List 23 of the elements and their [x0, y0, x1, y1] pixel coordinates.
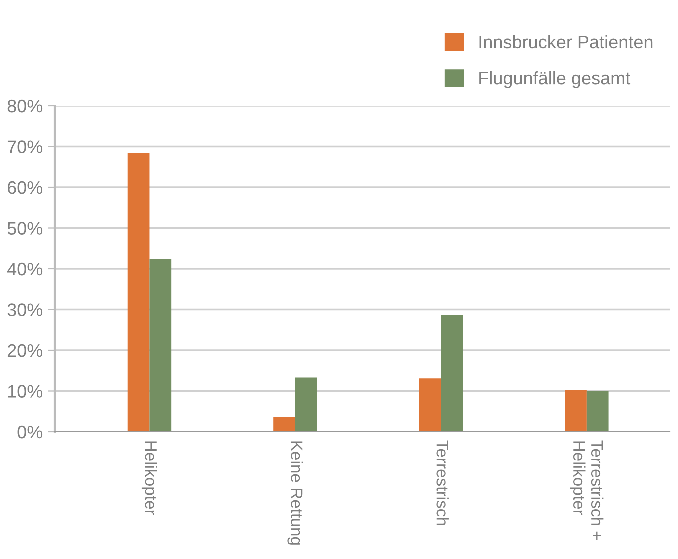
bar	[441, 315, 464, 432]
legend-label: Flugunfälle gesamt	[480, 71, 631, 88]
bar	[295, 378, 318, 432]
x-tick-label: Keine Rettung	[288, 442, 304, 545]
y-tick-label: 20%	[8, 344, 43, 358]
y-tick-label: 60%	[8, 181, 43, 194]
y-tick-label: 40%	[7, 262, 43, 276]
y-tick-label: 50%	[8, 222, 43, 235]
y-tick-label: 80%	[8, 100, 43, 113]
x-tick-label: Terrestrisch + Helikopter	[570, 440, 604, 540]
y-tick-label: 30%	[8, 304, 43, 316]
x-tick-label: Terrestrisch	[436, 440, 449, 526]
x-tick-label: Helikopter	[142, 442, 158, 516]
y-tick-label: 10%	[8, 385, 43, 398]
bar	[128, 153, 150, 432]
bar	[565, 390, 587, 432]
legend-label: Innsbrucker Patienten	[480, 35, 653, 49]
y-tick-label: 0%	[18, 426, 43, 439]
bar	[419, 378, 442, 432]
bar	[586, 391, 609, 432]
bar	[150, 259, 172, 432]
y-tick-label: 70%	[8, 140, 43, 154]
bar	[274, 417, 296, 432]
